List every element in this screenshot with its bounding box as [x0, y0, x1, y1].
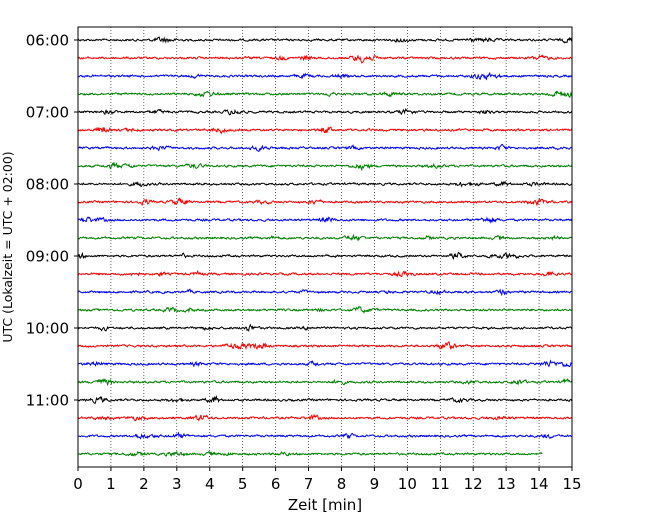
trace-11:15	[77, 413, 573, 422]
seismic-traces	[77, 36, 573, 457]
x-tick-label-8: 8	[337, 475, 347, 493]
x-tick-label-10: 10	[398, 475, 417, 493]
trace-11:45	[77, 450, 543, 457]
trace-07:00	[77, 108, 573, 116]
trace-09:15	[77, 269, 573, 278]
trace-06:15	[77, 54, 573, 64]
trace-10:00	[77, 323, 573, 332]
x-axis-ticks: 0 1 2 3 4 5 6 7 8 9 10 11 12 13 14 15	[73, 467, 582, 493]
trace-08:45	[77, 233, 573, 242]
trace-09:45	[77, 305, 573, 314]
x-tick-label-4: 4	[205, 475, 215, 493]
x-tick-label-7: 7	[304, 475, 314, 493]
trace-08:15	[77, 197, 573, 207]
x-tick-label-9: 9	[370, 475, 380, 493]
trace-07:30	[77, 143, 573, 152]
trace-10:30	[77, 359, 573, 368]
trace-08:00	[77, 180, 573, 188]
trace-11:00	[77, 395, 573, 405]
x-tick-label-11: 11	[431, 475, 450, 493]
trace-07:45	[77, 161, 573, 172]
y-axis-ticks: 06:00 07:00 08:00 09:00 10:00 11:00	[26, 32, 78, 410]
x-tick-label-2: 2	[139, 475, 149, 493]
x-tick-label-6: 6	[271, 475, 281, 493]
trace-09:00	[77, 251, 573, 260]
trace-06:45	[77, 90, 573, 99]
y-tick-label-10:00: 10:00	[26, 320, 69, 338]
trace-06:30	[77, 71, 573, 81]
plot-frame	[77, 26, 573, 468]
y-tick-label-09:00: 09:00	[26, 248, 69, 266]
x-tick-label-5: 5	[238, 475, 248, 493]
x-tick-label-1: 1	[106, 475, 116, 493]
plot-background	[78, 27, 572, 467]
y-tick-label-06:00: 06:00	[26, 32, 69, 50]
trace-10:15	[77, 341, 573, 351]
x-tick-label-15: 15	[562, 475, 581, 493]
y-axis-label: UTC (Lokalzeit = UTC + 02:00)	[0, 151, 15, 342]
x-tick-label-3: 3	[172, 475, 182, 493]
x-tick-label-0: 0	[73, 475, 83, 493]
x-tick-label-14: 14	[530, 475, 549, 493]
x-tick-label-12: 12	[464, 475, 483, 493]
grid-lines	[110, 27, 540, 467]
trace-10:45	[77, 378, 573, 387]
trace-06:00	[77, 36, 573, 44]
y-tick-label-07:00: 07:00	[26, 104, 69, 122]
trace-07:15	[77, 126, 573, 135]
x-tick-label-13: 13	[497, 475, 516, 493]
y-tick-label-08:00: 08:00	[26, 176, 69, 194]
trace-11:30	[77, 431, 573, 440]
x-axis-label: Zeit [min]	[288, 496, 362, 514]
y-tick-label-11:00: 11:00	[26, 392, 69, 410]
trace-09:30	[77, 288, 573, 297]
trace-08:30	[77, 216, 573, 224]
